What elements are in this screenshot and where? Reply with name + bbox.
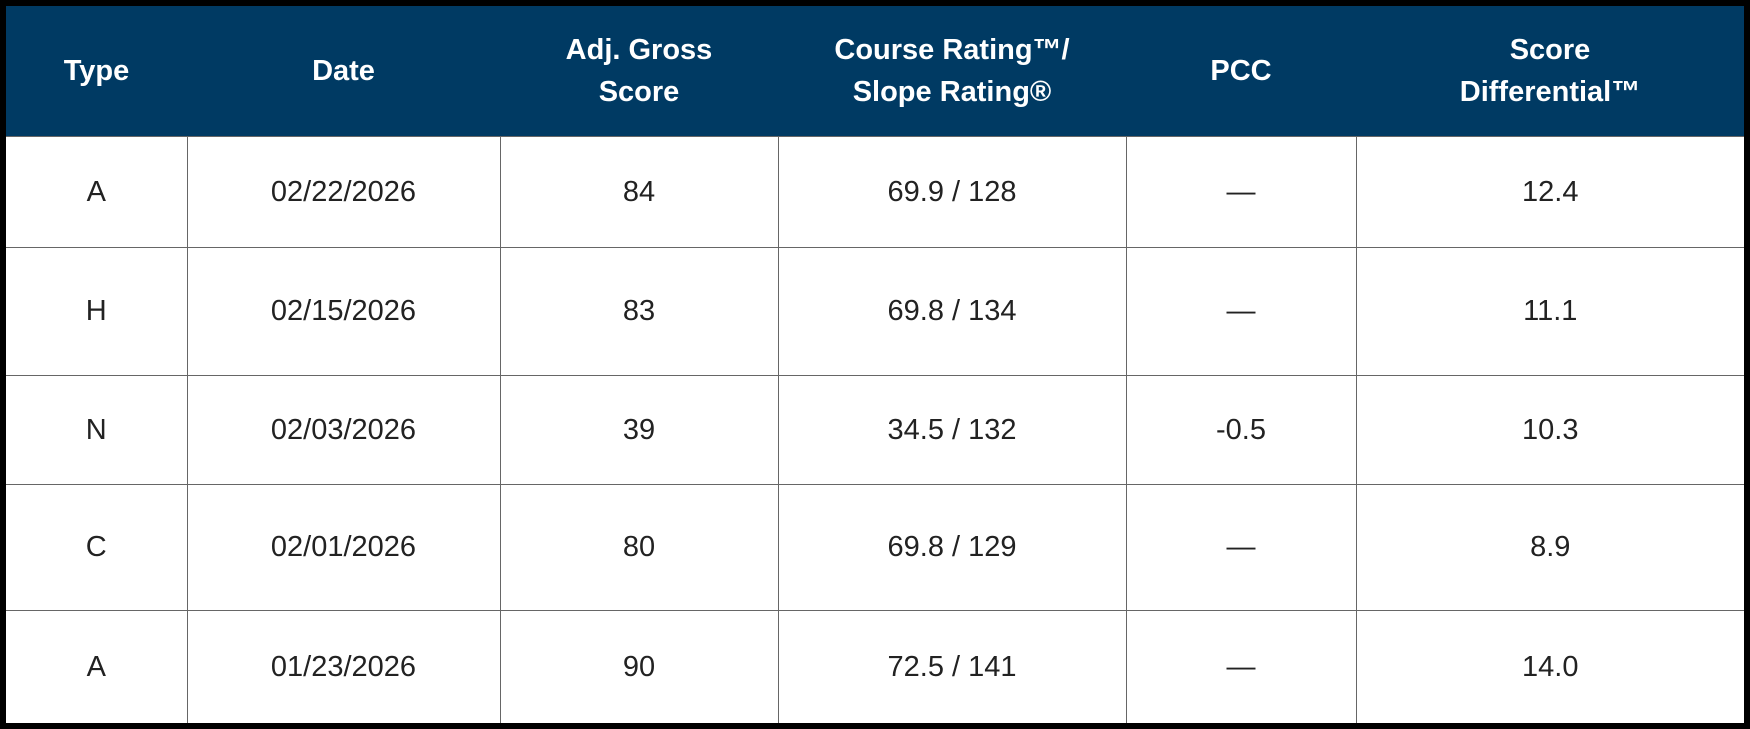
- table-cell: 8.9: [1355, 484, 1744, 611]
- table-cell: 02/22/2026: [186, 136, 500, 248]
- table-cell: 80: [499, 484, 778, 611]
- table-cell: —: [1125, 247, 1356, 376]
- table-row: A 02/22/2026 84 69.9 / 128—12.4: [6, 136, 1744, 248]
- table-frame: Type Date Adj. Gross Score Course Rating™/ …: [6, 6, 1744, 723]
- table-cell: -0.5: [1125, 375, 1356, 485]
- column-header: Adj. Gross Score: [500, 6, 778, 137]
- column-header: Score Differential™: [1356, 6, 1744, 137]
- table-cell: 84: [499, 136, 778, 248]
- table-cell: N: [6, 375, 187, 485]
- table-row: H 02/15/2026 83 69.8 / 134—11.1: [6, 247, 1744, 376]
- table-cell: 72.5 / 141: [777, 610, 1126, 723]
- table-cell: 14.0: [1355, 610, 1744, 723]
- table-cell: 02/03/2026: [186, 375, 500, 485]
- table-cell: 69.9 / 128: [777, 136, 1126, 248]
- column-header: Date: [187, 6, 500, 137]
- table-cell: 39: [499, 375, 778, 485]
- table-body: A 02/22/2026 84 69.9 / 128—12.4 H 02/15/2026 8…: [6, 136, 1744, 723]
- table-cell: 90: [499, 610, 778, 723]
- table-cell: 11.1: [1355, 247, 1744, 376]
- table-cell: 01/23/2026: [186, 610, 500, 723]
- column-header: PCC: [1126, 6, 1356, 137]
- table-cell: C: [6, 484, 187, 611]
- header-row: Type Date Adj. Gross Score Course Rating™/ …: [6, 6, 1744, 137]
- table-cell: —: [1125, 484, 1356, 611]
- table-cell: A: [6, 610, 187, 723]
- table-cell: 10.3: [1355, 375, 1744, 485]
- table-cell: —: [1125, 136, 1356, 248]
- table-cell: 12.4: [1355, 136, 1744, 248]
- table-cell: 34.5 / 132: [777, 375, 1126, 485]
- table-cell: —: [1125, 610, 1356, 723]
- table-cell: 83: [499, 247, 778, 376]
- table-cell: 02/15/2026: [186, 247, 500, 376]
- table-row: A 01/23/2026 90 72.5 / 141—14.0: [6, 610, 1744, 723]
- table-cell: H: [6, 247, 187, 376]
- table-cell: A: [6, 136, 187, 248]
- table-row: N 02/03/2026 39 34.5 / 132 -0.5 10.3: [6, 375, 1744, 485]
- table-cell: 69.8 / 129: [777, 484, 1126, 611]
- table-cell: 02/01/2026: [186, 484, 500, 611]
- table-row: C 02/01/2026 80 69.8 / 129—8.9: [6, 484, 1744, 611]
- table-cell: 69.8 / 134: [777, 247, 1126, 376]
- column-header: Type: [6, 6, 187, 137]
- column-header: Course Rating™/ Slope Rating®: [778, 6, 1126, 137]
- handicap-table: Type Date Adj. Gross Score Course Rating™/ …: [6, 6, 1744, 723]
